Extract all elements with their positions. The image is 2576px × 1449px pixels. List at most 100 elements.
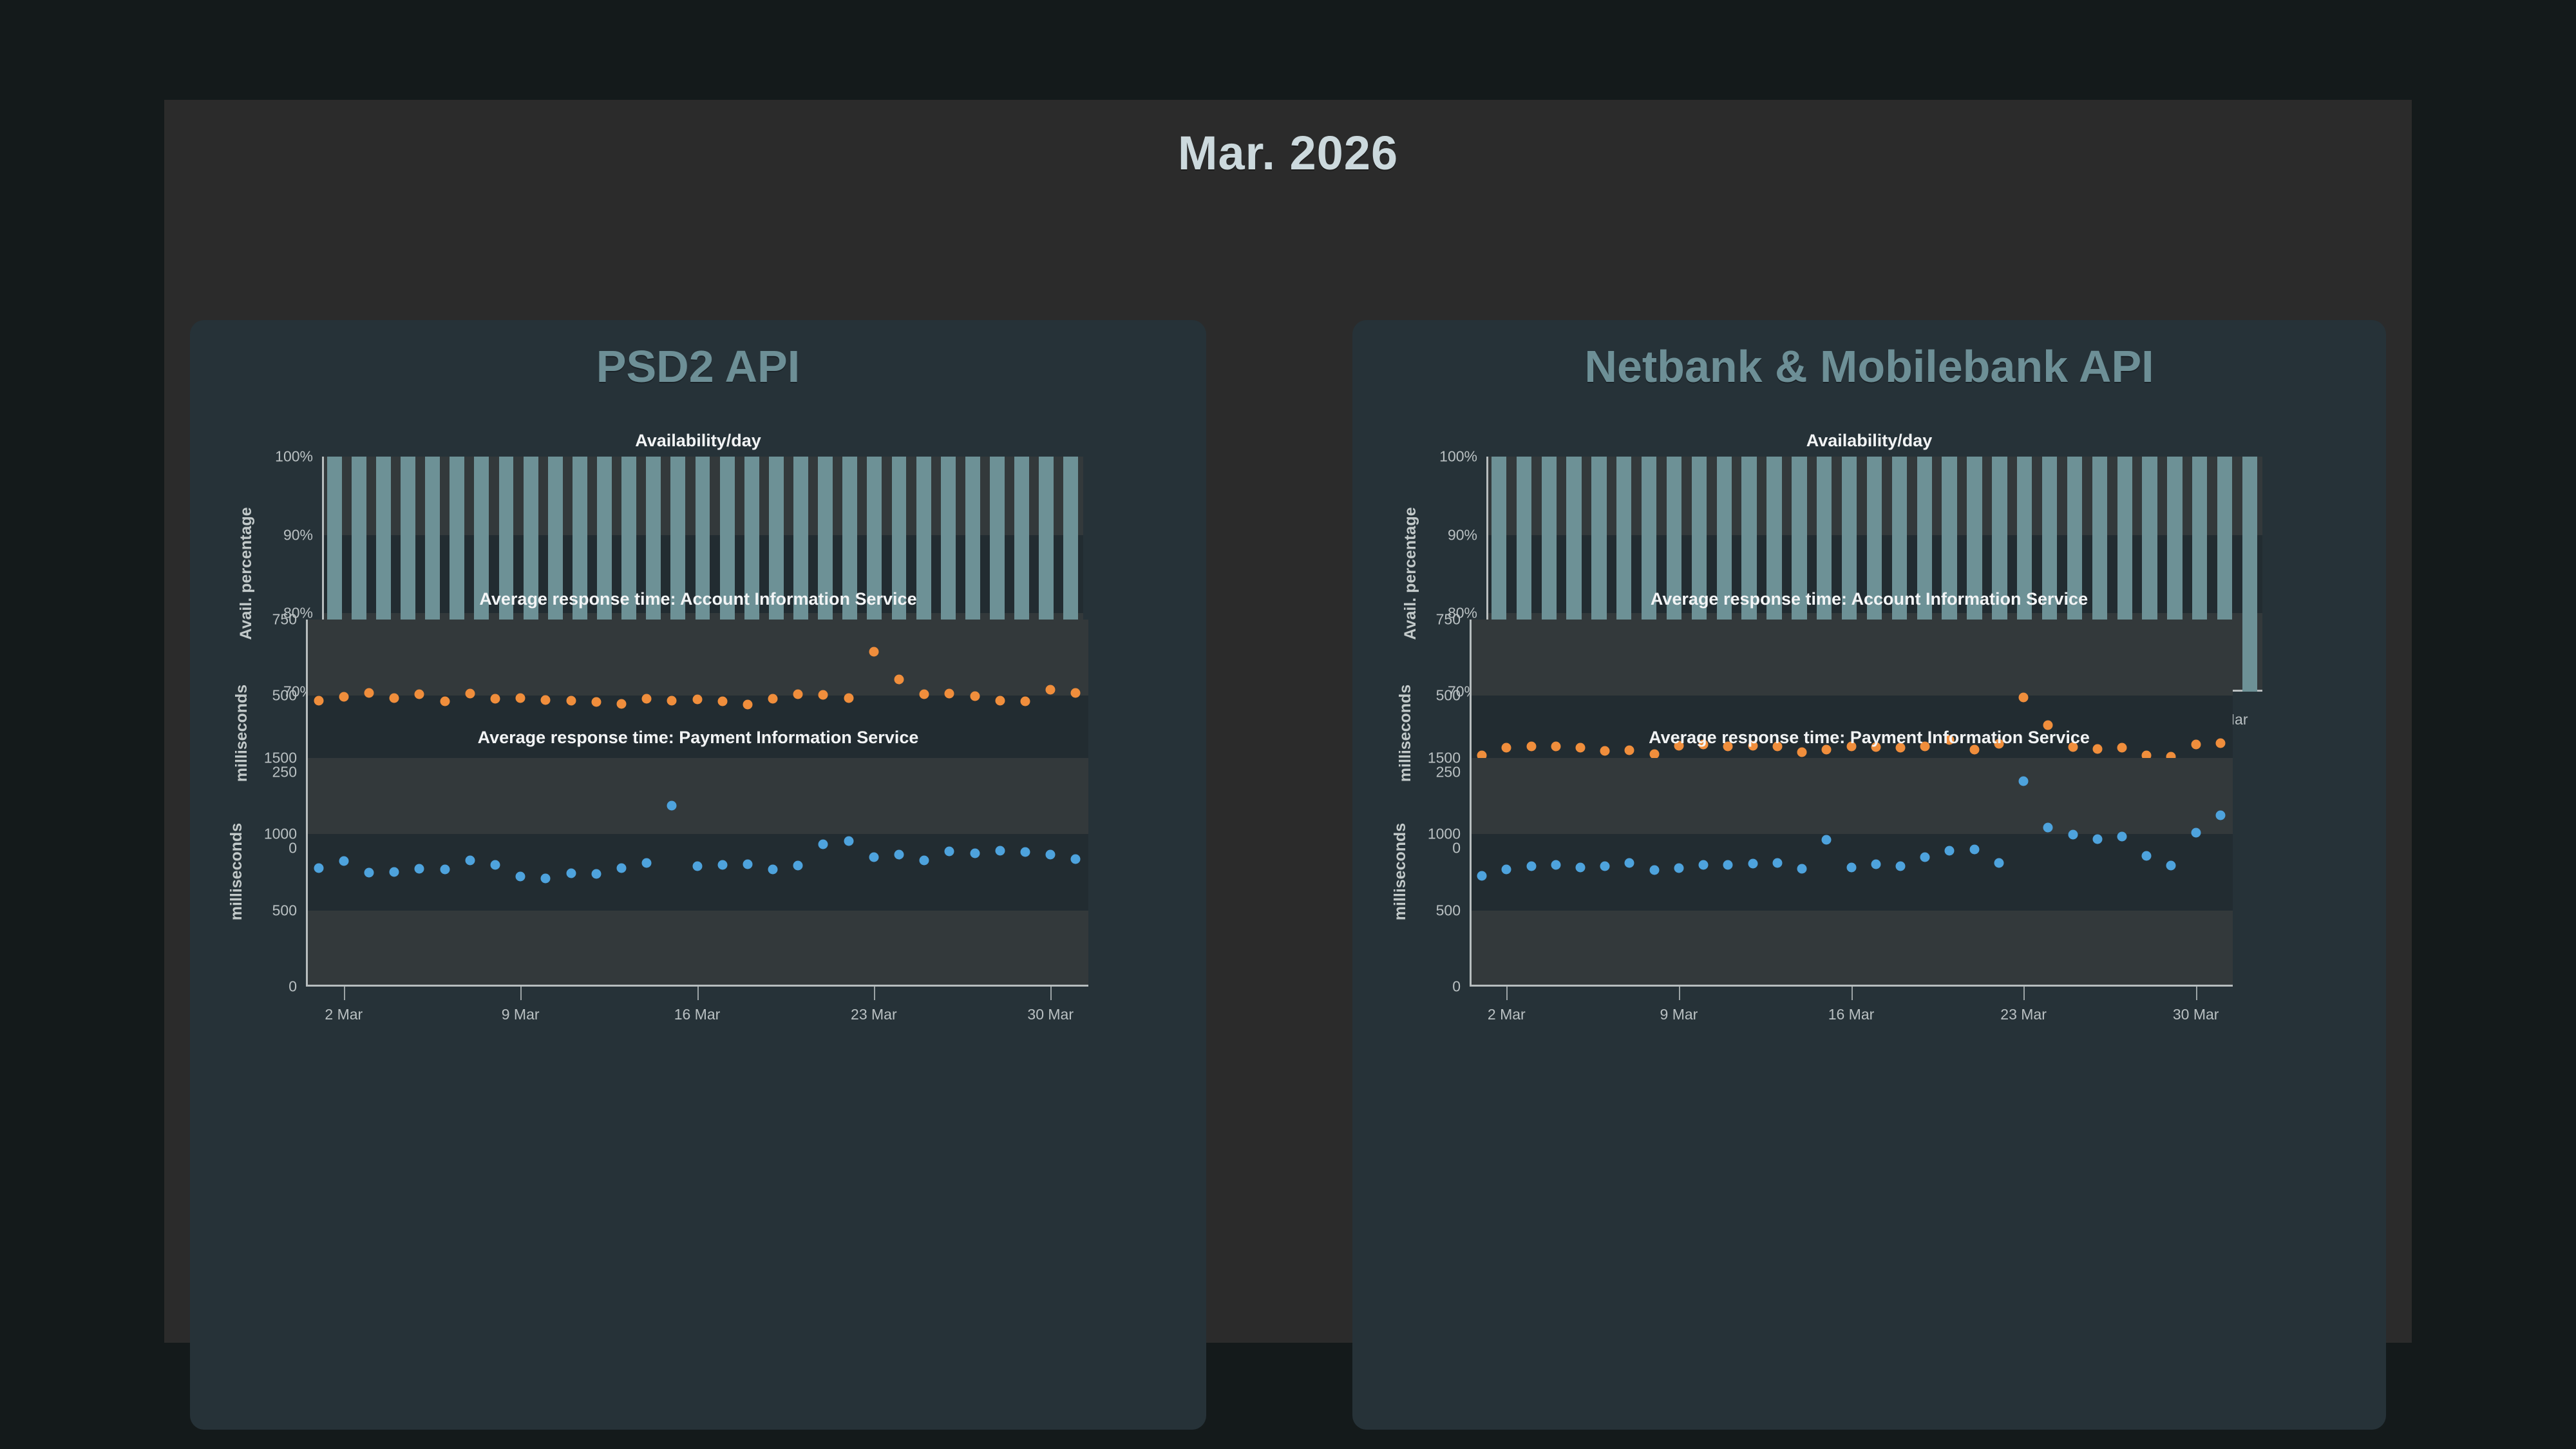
psd2-pis-data-point: [692, 861, 702, 871]
psd2-pis-y-axis-label: milliseconds: [227, 822, 245, 920]
psd2-pis-y-tick-label: 1500: [263, 749, 297, 766]
psd2-availability-y-tick-label: 90%: [283, 526, 313, 544]
psd2-pis-data-point: [440, 864, 450, 875]
psd2-availability-y-tick-label: 100%: [275, 448, 313, 465]
netbank-pis-data-point: [1821, 835, 1832, 845]
psd2-ais-data-point: [970, 691, 980, 701]
psd2-pis-x-tick-label: 23 Mar: [851, 1006, 897, 1023]
psd2-pis-data-point: [540, 873, 551, 884]
psd2-pis-data-point: [1020, 847, 1030, 857]
psd2-ais-data-point: [515, 693, 526, 703]
psd2-pis-data-point: [919, 855, 929, 866]
psd2-pis-plot-band: [306, 758, 1088, 835]
psd2-pis-data-point: [314, 863, 324, 873]
psd2-pis-data-point: [844, 836, 854, 846]
netbank-ais-data-point: [1477, 750, 1487, 761]
psd2-availability-chart-title: Availability/day: [635, 431, 761, 450]
netbank-ais-data-point: [1969, 744, 1980, 755]
netbank-ais-data-point: [1526, 741, 1537, 752]
psd2-pis-data-point: [389, 867, 399, 877]
psd2-ais-y-axis-line: [306, 620, 308, 848]
netbank-pis-data-point: [1477, 871, 1487, 881]
netbank-ais-data-point: [2092, 744, 2103, 754]
netbank-ais-y-tick-label: 500: [1435, 687, 1461, 704]
psd2-pis-data-point: [490, 860, 500, 870]
netbank-ais-data-point: [1575, 743, 1586, 753]
psd2-pis-x-tick-mark: [873, 987, 875, 1000]
netbank-ais-data-point: [1748, 741, 1758, 751]
psd2-ais-data-point: [1045, 685, 1056, 695]
netbank-pis-y-tick-label: 1000: [1427, 825, 1461, 842]
netbank-pis-x-tick-mark: [2023, 987, 2025, 1000]
psd2-pis-data-point: [818, 839, 828, 849]
netbank-pis-data-point: [2043, 822, 2053, 833]
netbank-ais-plot-band: [1470, 620, 2233, 696]
netbank-ais-data-point: [2141, 750, 2152, 761]
psd2-ais-data-point: [844, 693, 854, 703]
psd2-ais-data-point: [717, 696, 728, 706]
netbank-ais-data-point: [1821, 744, 1832, 755]
netbank-ais-data-point: [1649, 749, 1660, 759]
psd2-pis-x-tick-label: 9 Mar: [501, 1006, 540, 1023]
netbank-pis-data-point: [1600, 861, 1610, 871]
netbank-ais-data-point: [1846, 741, 1856, 752]
psd2-pis-data-point: [743, 859, 753, 869]
netbank-pis-data-point: [1624, 858, 1634, 868]
netbank-ais-data-point: [1772, 741, 1783, 752]
netbank-ais-y-tick-label: 750: [1435, 611, 1461, 628]
netbank-ais-y-axis-line: [1470, 620, 1472, 848]
psd2-ais-data-point: [1070, 688, 1081, 698]
psd2-ais-data-point: [389, 693, 399, 703]
netbank-ais-data-point: [2018, 692, 2029, 703]
psd2-ais-data-point: [1020, 696, 1030, 706]
netbank-pis-data-point: [1551, 860, 1561, 870]
netbank-ais-y-tick-label: 0: [1452, 839, 1461, 857]
netbank-availability-y-tick-label: 90%: [1447, 526, 1477, 544]
netbank-pis-y-tick-label: 500: [1435, 902, 1461, 919]
netbank-ais-y-tick-label: 250: [1435, 763, 1461, 781]
netbank-availability-y-tick-label: 100%: [1439, 448, 1477, 465]
netbank-pis-x-tick-label: 16 Mar: [1828, 1006, 1875, 1023]
psd2-ais-data-point: [465, 688, 475, 699]
psd2-ais-chart-title: Average response time: Account Informati…: [479, 589, 917, 609]
netbank-ais-chart-title: Average response time: Account Informati…: [1650, 589, 2088, 609]
netbank-pis-x-tick-label: 23 Mar: [2000, 1006, 2047, 1023]
psd2-ais-data-point: [414, 689, 424, 699]
psd2-ais-plot-band: [306, 620, 1088, 696]
netbank-ais-data-point: [2215, 738, 2226, 748]
psd2-pis-data-point: [995, 846, 1005, 856]
netbank-pis-data-point: [1994, 858, 2004, 868]
netbank-pis-data-point: [2092, 834, 2103, 844]
psd2-ais-data-point: [793, 689, 803, 699]
psd2-pis-data-point: [566, 868, 576, 878]
netbank-availability-chart-title: Availability/day: [1806, 431, 1933, 450]
netbank-ais-data-point: [2191, 739, 2201, 750]
netbank-pis-data-point: [1649, 865, 1660, 875]
netbank-ais-data-point: [1723, 741, 1733, 752]
psd2-pis-data-point: [970, 848, 980, 858]
psd2-ais-data-point: [995, 696, 1005, 706]
psd2-pis-data-point: [641, 858, 652, 868]
psd2-pis-plot-band: [306, 910, 1088, 987]
netbank-ais-data-point: [1551, 741, 1561, 752]
netbank-availability-bar: [2242, 457, 2258, 692]
netbank-pis-x-tick-label: 9 Mar: [1660, 1006, 1698, 1023]
netbank-ais-data-point: [1994, 739, 2004, 749]
panel-title-netbank: Netbank & Mobilebank API: [1584, 341, 2154, 392]
netbank-pis-y-axis-label: milliseconds: [1390, 822, 1409, 920]
panel-title-psd2: PSD2 API: [596, 341, 800, 392]
netbank-availability-y-tick-label: 80%: [1447, 604, 1477, 621]
panel-netbank-mobilebank-api: Netbank & Mobilebank API Availability/da…: [1352, 320, 2386, 1430]
psd2-ais-data-point: [641, 694, 652, 704]
netbank-pis-data-point: [2166, 860, 2176, 871]
psd2-ais-data-point: [314, 696, 324, 706]
netbank-ais-data-point: [1624, 745, 1634, 755]
psd2-ais-data-point: [692, 694, 702, 705]
psd2-pis-x-tick-mark: [520, 987, 522, 1000]
netbank-pis-data-point: [1748, 858, 1758, 869]
netbank-availability-y-axis-line: [1486, 457, 1488, 692]
panel-psd2-api: PSD2 API Availability/day100%90%80%70%2 …: [190, 320, 1206, 1430]
psd2-ais-data-point: [743, 699, 753, 710]
psd2-ais-y-tick-label: 750: [272, 611, 297, 628]
psd2-ais-data-point: [339, 692, 349, 702]
